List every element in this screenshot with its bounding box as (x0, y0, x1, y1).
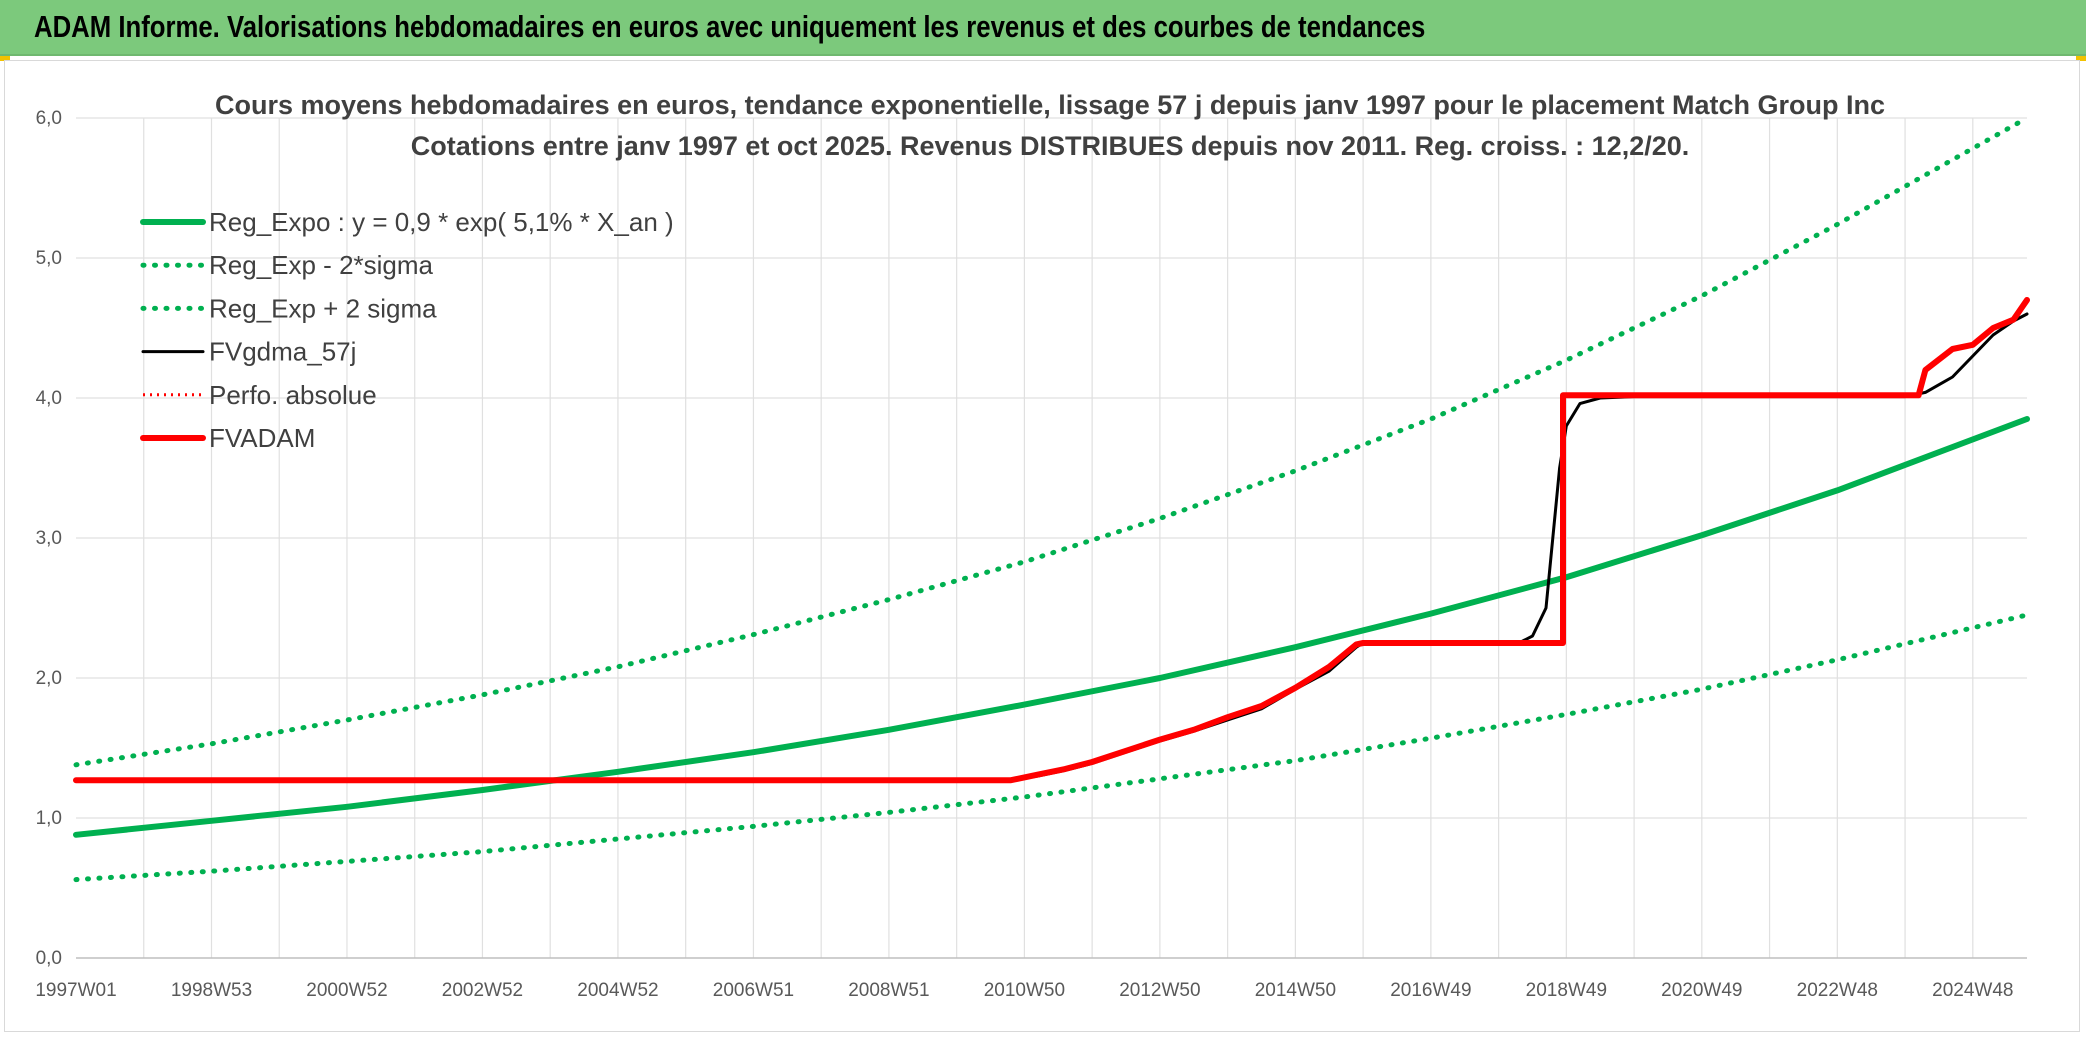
report-banner: ADAM Informe. Valorisations hebdomadaire… (0, 0, 2086, 56)
x-tick-label: 2000W52 (306, 980, 387, 1001)
x-tick-label: 2010W50 (984, 980, 1065, 1001)
x-tick-label: 2016W49 (1390, 980, 1471, 1001)
series-line-5 (73, 297, 2030, 784)
x-tick-label: 2020W49 (1661, 980, 1742, 1001)
x-tick-label: 1998W53 (171, 980, 252, 1001)
chart-subtitle-line-2: Cotations entre janv 1997 et oct 2025. R… (411, 131, 1690, 161)
legend-label: Reg_Exp + 2 sigma (209, 293, 437, 323)
series-line-1 (73, 612, 2030, 883)
corner-marker-left (0, 56, 10, 61)
y-tick-label: 2,0 (36, 668, 62, 689)
x-tick-label: 1997W01 (35, 980, 116, 1001)
legend-label: FVgdma_57j (209, 337, 356, 367)
legend-label: FVADAM (209, 423, 315, 453)
x-tick-label: 2012W50 (1119, 980, 1200, 1001)
x-tick-label: 2008W51 (848, 980, 929, 1001)
x-tick-label: 2024W48 (1932, 980, 2013, 1001)
chart-frame (4, 60, 2080, 1032)
y-tick-label: 0,0 (36, 948, 62, 969)
y-tick-label: 3,0 (36, 528, 62, 549)
legend-label: Reg_Exp - 2*sigma (209, 250, 434, 280)
x-tick-label: 2018W49 (1526, 980, 1607, 1001)
y-tick-label: 4,0 (36, 388, 62, 409)
x-tick-label: 2022W48 (1797, 980, 1878, 1001)
series-line-4 (76, 299, 2029, 782)
legend-label: Perfo. absolue (209, 380, 377, 410)
x-tick-label: 2004W52 (577, 980, 658, 1001)
legend: Reg_Expo : y = 0,9 * exp( 5,1% * X_an ) R… (140, 207, 674, 453)
x-tick-labels: 1997W01 1998W53 2000W52 2002W52 2004W52 2006W… (35, 980, 2013, 1001)
series-line-2 (73, 115, 2030, 768)
series-line-0 (73, 416, 2030, 838)
x-tick-label: 2006W51 (713, 980, 794, 1001)
x-tick-label: 2002W52 (442, 980, 523, 1001)
y-tick-labels: 0,0 1,0 2,0 3,0 4,0 5,0 6,0 (36, 108, 62, 969)
corner-marker-right (2076, 56, 2086, 61)
y-tick-label: 1,0 (36, 808, 62, 829)
chart-subtitle-line-1: Cours moyens hebdomadaires en euros, ten… (215, 90, 1885, 120)
y-tick-label: 6,0 (36, 108, 62, 129)
y-tick-label: 5,0 (36, 248, 62, 269)
x-tick-label: 2014W50 (1255, 980, 1336, 1001)
legend-label: Reg_Expo : y = 0,9 * exp( 5,1% * X_an ) (209, 207, 674, 237)
series-layer (73, 115, 2030, 883)
report-title: ADAM Informe. Valorisations hebdomadaire… (34, 9, 1426, 44)
